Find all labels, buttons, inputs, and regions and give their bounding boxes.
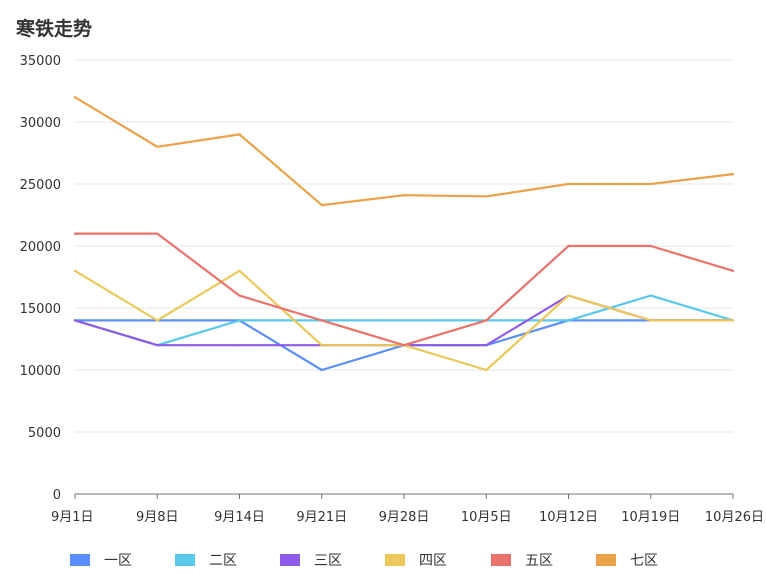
data-point — [649, 319, 652, 322]
legend-label: 三区 — [314, 553, 342, 569]
data-point — [649, 244, 652, 248]
legend-item[interactable]: 七区 — [596, 546, 658, 574]
line-chart: 0 5000 10000 15000 20000 25000 30000 35000 9月1日 9… — [20, 54, 764, 525]
data-point — [156, 145, 159, 148]
legend-swatch — [280, 554, 300, 566]
legend: 一区 二区 三区 四区 五区 七区 — [0, 546, 766, 574]
x-tick-label: 10月19日 — [621, 510, 680, 525]
legend-label: 五区 — [525, 553, 553, 569]
legend-swatch — [175, 554, 195, 566]
x-tick-label: 9月21日 — [296, 510, 347, 525]
series-line-5 — [73, 232, 735, 347]
data-point — [567, 244, 570, 248]
data-point — [731, 319, 735, 322]
x-tick-label: 10月5日 — [461, 510, 512, 525]
x-tick-label: 9月8日 — [136, 510, 179, 525]
legend-label: 七区 — [630, 553, 658, 569]
data-point — [156, 232, 159, 235]
y-tick-label: 20000 — [20, 240, 61, 255]
data-point — [649, 294, 652, 297]
y-tick-label: 35000 — [20, 54, 61, 69]
legend-swatch — [596, 554, 616, 566]
data-point — [402, 319, 406, 322]
data-point — [320, 203, 323, 207]
data-point — [320, 368, 323, 372]
y-tick-label: 5000 — [28, 426, 61, 441]
data-point — [485, 344, 488, 347]
data-point — [731, 172, 735, 176]
data-point — [567, 294, 570, 297]
x-tick-label: 9月28日 — [379, 510, 430, 525]
legend-swatch — [70, 554, 90, 566]
data-point — [402, 344, 406, 347]
data-point — [320, 319, 323, 322]
legend-item[interactable]: 五区 — [491, 546, 553, 574]
data-point — [567, 182, 570, 186]
data-point — [485, 319, 488, 322]
axes: 0 5000 10000 15000 20000 25000 30000 35000 9月1日 9… — [20, 54, 764, 525]
data-point — [238, 133, 241, 136]
series-lines — [73, 96, 735, 372]
x-tick-label: 10月12日 — [539, 510, 598, 525]
data-point — [73, 96, 77, 99]
data-point — [238, 269, 241, 272]
legend-label: 二区 — [209, 553, 237, 569]
y-tick-label: 25000 — [20, 178, 61, 193]
legend-label: 一区 — [104, 553, 132, 569]
y-tick-label: 30000 — [20, 116, 61, 131]
data-point — [73, 232, 77, 235]
data-point — [649, 182, 652, 186]
data-point — [485, 195, 488, 198]
data-point — [567, 319, 570, 322]
y-tick-label: 15000 — [20, 302, 61, 317]
x-tick-label: 9月14日 — [214, 510, 265, 525]
x-tick-label: 10月26日 — [705, 510, 764, 525]
legend-label: 四区 — [419, 553, 447, 569]
legend-item[interactable]: 一区 — [70, 546, 132, 574]
data-point — [320, 344, 323, 347]
y-tick-label: 0 — [53, 488, 61, 503]
legend-item[interactable]: 四区 — [385, 546, 447, 574]
data-point — [731, 269, 735, 272]
data-point — [238, 319, 241, 322]
data-point — [238, 294, 241, 297]
legend-item[interactable]: 三区 — [280, 546, 342, 574]
data-point — [156, 344, 159, 347]
legend-swatch — [385, 554, 405, 566]
data-point — [485, 368, 488, 372]
data-point — [73, 269, 77, 272]
data-point — [156, 319, 159, 322]
chart-title: 寒铁走势 — [16, 18, 93, 40]
x-tick-label: 9月1日 — [51, 510, 94, 525]
series-line-6 — [73, 96, 735, 207]
legend-swatch — [491, 554, 511, 566]
data-point — [73, 319, 77, 322]
data-point — [238, 344, 241, 347]
legend-item[interactable]: 二区 — [175, 546, 237, 574]
y-tick-label: 10000 — [20, 364, 61, 379]
data-point — [402, 194, 406, 197]
